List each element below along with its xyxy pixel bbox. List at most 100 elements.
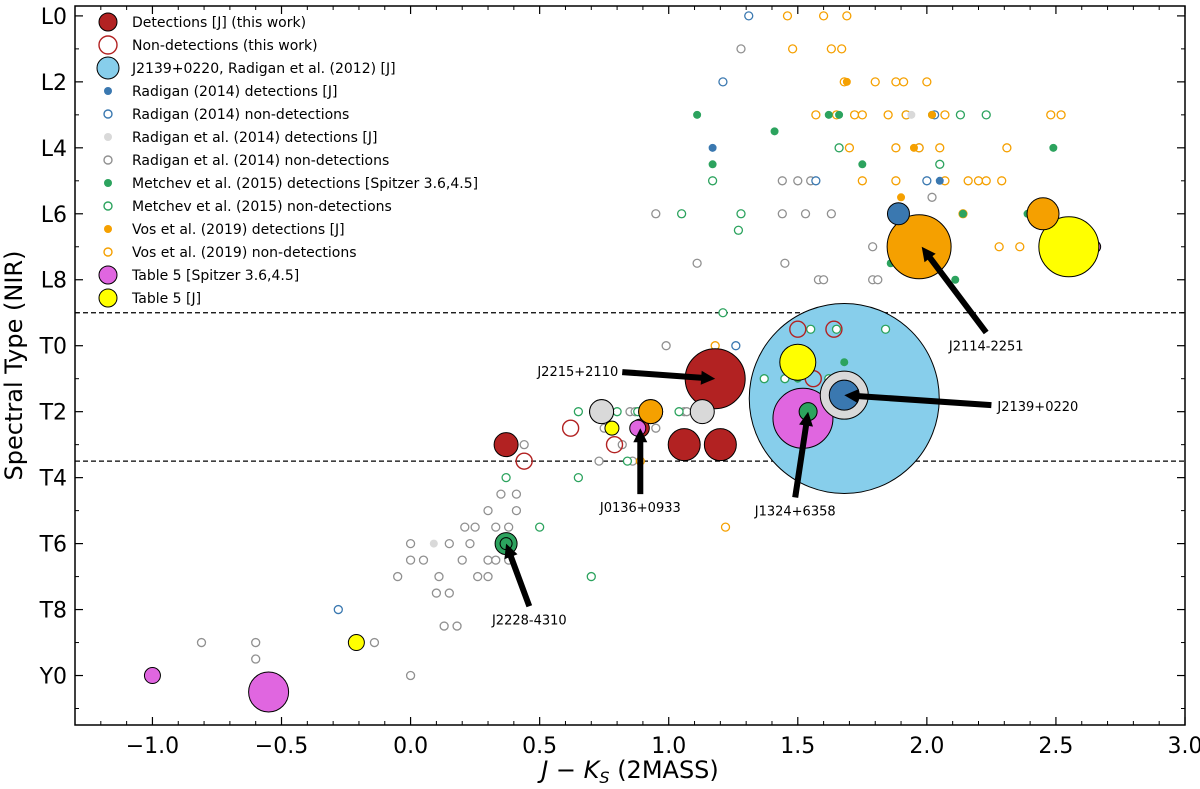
point-gn: [777, 209, 787, 219]
y-tick-label: L2: [41, 71, 67, 96]
legend-marker: [103, 247, 113, 257]
point-mn: [707, 176, 718, 186]
legend-marker: [98, 288, 118, 308]
legend-marker: [98, 12, 118, 32]
legend-marker: [104, 225, 112, 233]
annotation-label: J2228-4310: [491, 613, 567, 628]
point-md: [693, 110, 702, 119]
point-highlight: [689, 399, 715, 425]
point-gn: [452, 621, 462, 631]
point-nondetection-this-work: [789, 320, 807, 338]
annotation-arrow: [792, 411, 813, 498]
point-highlight: [886, 202, 910, 226]
point-vn: [870, 77, 880, 87]
y-tick-label: L8: [41, 269, 67, 294]
point-mn: [535, 522, 545, 532]
point-vn: [883, 110, 893, 120]
legend-marker: [104, 87, 112, 95]
point-vn: [842, 11, 852, 21]
point-vd: [897, 193, 906, 202]
point-mn: [676, 209, 687, 219]
point-nondetection-this-work: [515, 452, 533, 470]
point-detection-this-work: [493, 432, 519, 458]
legend-label: Vos et al. (2019) detections [J]: [132, 222, 345, 238]
y-tick-label: Y0: [39, 665, 67, 690]
legend-marker: [96, 56, 120, 80]
point-mn: [573, 472, 584, 483]
point-gn: [393, 571, 403, 582]
point-vn: [940, 110, 950, 120]
x-label-sub: S: [599, 768, 609, 787]
point-gn: [594, 456, 604, 466]
point-vn: [844, 143, 855, 153]
point-gn: [780, 258, 790, 268]
point-vn: [857, 176, 867, 186]
point-bd: [935, 176, 944, 185]
legend-marker: [98, 35, 118, 55]
point-vd: [928, 110, 937, 119]
point-vn: [994, 242, 1004, 252]
point-gn: [369, 637, 380, 648]
legend-label: Non-detections (this work): [132, 38, 318, 54]
y-tick-label: T2: [39, 401, 67, 426]
point-vn: [981, 176, 991, 186]
point-vn: [818, 11, 829, 21]
annotation-label: J2114-2251: [948, 340, 1024, 355]
legend-marker: [103, 109, 113, 119]
point-gn: [457, 555, 467, 565]
point-highlight: [638, 399, 664, 425]
x-tick-label: −0.5: [255, 734, 308, 759]
legend-label: Table 5 [Spitzer 3.6,4.5]: [131, 268, 299, 284]
y-tick-label: T4: [39, 467, 67, 492]
data-points: [143, 11, 1102, 713]
plot-frame: [74, 5, 1186, 726]
legend: Detections [J] (this work) Non-detections…: [96, 12, 478, 308]
annotation-arrow: [504, 543, 533, 608]
point-gn: [661, 341, 671, 351]
legend-label: Table 5 [J]: [131, 291, 201, 307]
point-vn: [898, 77, 909, 87]
point-vn: [782, 11, 793, 21]
point-vn: [922, 77, 932, 87]
point-mn: [501, 472, 511, 483]
point-table5-spitzer: [248, 671, 290, 713]
point-vn: [1002, 143, 1012, 153]
point-gn: [483, 571, 493, 582]
point-gn: [405, 555, 416, 565]
point-vn: [973, 176, 984, 186]
point-gd: [429, 539, 438, 548]
point-mn: [981, 110, 991, 120]
legend-marker: [98, 265, 118, 285]
point-vn: [891, 77, 901, 87]
point-vn: [837, 44, 847, 54]
y-tick-label: T0: [39, 335, 67, 360]
point-gn: [826, 209, 836, 219]
x-tick-label: 2.5: [1038, 734, 1073, 759]
point-mn: [612, 407, 622, 417]
point-gn: [873, 275, 883, 285]
point-gn: [470, 522, 480, 532]
annotation-arrow: [844, 389, 992, 409]
point-bn: [333, 604, 343, 615]
point-mn: [880, 324, 891, 334]
legend-marker: [103, 155, 113, 165]
point-vn: [857, 110, 867, 120]
point-vn: [935, 143, 945, 153]
point-gn: [682, 407, 692, 417]
point-md: [858, 160, 867, 169]
legend-label: Vos et al. (2019) non-detections: [132, 245, 357, 261]
point-vn: [891, 143, 901, 153]
legend-label: J2139+0220, Radigan et al. (2012) [J]: [131, 61, 396, 77]
point-nondetection-this-work: [561, 419, 580, 437]
x-label-main: J − K: [537, 756, 601, 784]
point-table5-j: [779, 343, 817, 381]
point-gd: [907, 110, 916, 119]
x-label-suffix: (2MASS): [610, 756, 719, 784]
point-gn: [405, 670, 416, 681]
point-gn: [460, 522, 470, 532]
legend-label: Radigan (2014) non-detections: [132, 107, 349, 123]
x-tick-label: 0.0: [393, 734, 428, 759]
point-table5-j: [604, 420, 620, 436]
